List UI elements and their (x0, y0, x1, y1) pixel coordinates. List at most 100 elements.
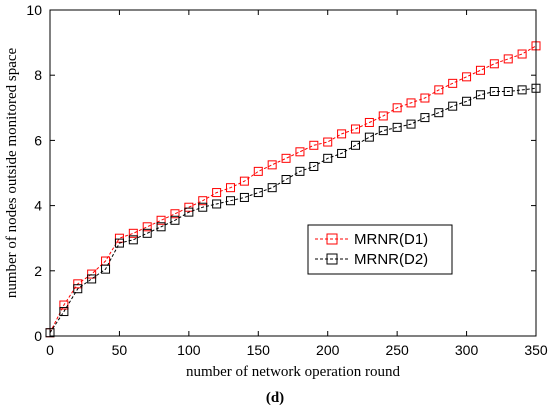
data-point (420, 93, 430, 103)
data-point (198, 196, 208, 206)
y-tick-label: 10 (26, 2, 42, 18)
data-point (212, 199, 222, 209)
caption-open-paren: ( (266, 390, 271, 406)
y-tick-label: 2 (34, 263, 42, 279)
series-line (49, 87, 537, 333)
data-point (295, 166, 305, 176)
series-1 (45, 41, 541, 338)
data-point (184, 202, 194, 212)
data-point (448, 78, 458, 88)
data-point (323, 153, 333, 163)
legend-label-d1: MRNR(D1) (354, 231, 428, 248)
y-tick-label: 0 (34, 328, 42, 344)
legend-marker-d1 (326, 233, 338, 245)
x-tick-label: 150 (247, 342, 271, 358)
data-point (73, 279, 83, 289)
x-tick-label: 300 (455, 342, 479, 358)
data-point (489, 59, 499, 69)
x-tick-label: 250 (385, 342, 409, 358)
data-point (87, 269, 97, 279)
x-tick-label: 200 (316, 342, 340, 358)
caption-close-paren: ) (279, 390, 284, 406)
series-2 (45, 83, 541, 338)
data-point (434, 108, 444, 118)
ticks-layer: 0 50 100 150 200 250 300 350 0 2 4 6 8 10 (26, 2, 547, 358)
data-point (281, 175, 291, 185)
data-point (226, 196, 236, 206)
data-point (462, 72, 472, 82)
x-tick-label: 350 (524, 342, 548, 358)
data-point (253, 166, 263, 176)
data-point (128, 235, 138, 245)
data-point (489, 87, 499, 96)
data-point (101, 264, 111, 274)
data-point (475, 65, 485, 75)
data-point (309, 140, 319, 150)
data-point (337, 148, 347, 158)
data-point (281, 153, 291, 163)
data-point (212, 188, 222, 198)
data-point (128, 228, 138, 238)
data-point (392, 122, 402, 132)
data-point (156, 222, 166, 232)
data-point (503, 87, 513, 96)
data-point (156, 215, 166, 225)
data-point (142, 222, 152, 232)
legend-marker-d2 (326, 253, 338, 265)
legend-label-d2: MRNR(D2) (354, 251, 428, 268)
data-point (406, 98, 416, 108)
data-point (364, 117, 374, 127)
data-point (475, 90, 485, 100)
data-point (253, 188, 263, 198)
y-tick-label: 4 (34, 198, 42, 214)
data-point (184, 207, 194, 217)
data-point (517, 85, 527, 95)
data-point (517, 49, 527, 59)
data-point (448, 101, 458, 111)
data-point (420, 113, 430, 123)
data-point (337, 129, 347, 139)
data-point (239, 192, 249, 202)
x-tick-label: 100 (177, 342, 201, 358)
data-point (392, 103, 402, 113)
data-point (59, 307, 69, 317)
legend-box (307, 224, 453, 275)
series-line (49, 45, 537, 333)
data-point (170, 215, 180, 225)
data-point (198, 202, 208, 212)
data-point (267, 160, 277, 170)
series-layer (45, 41, 541, 338)
y-tick-label: 8 (34, 67, 42, 83)
caption-letter: d (271, 390, 280, 406)
plot-frame (49, 9, 537, 337)
y-axis-label: number of nodes outside monitored space (4, 47, 20, 298)
data-point (142, 228, 152, 238)
data-point (323, 137, 333, 147)
data-point (73, 284, 83, 294)
data-point (295, 147, 305, 157)
data-point (114, 238, 124, 248)
data-point (226, 183, 236, 193)
data-point (350, 140, 360, 150)
data-point (434, 85, 444, 95)
data-point (378, 111, 388, 121)
data-point (378, 126, 388, 136)
figure-caption: (d) (266, 390, 284, 406)
data-point (114, 233, 124, 243)
data-point (406, 119, 416, 129)
data-point (87, 274, 97, 284)
legend: MRNR(D1) MRNR(D2) (307, 224, 453, 275)
data-point (239, 176, 249, 186)
data-point (503, 54, 513, 64)
data-point (170, 209, 180, 219)
data-point (267, 183, 277, 193)
x-tick-label: 50 (112, 342, 128, 358)
y-tick-label: 6 (34, 132, 42, 148)
x-axis-label: number of network operation round (186, 364, 401, 380)
data-point (350, 124, 360, 134)
x-tick-label: 0 (46, 342, 54, 358)
data-point (462, 96, 472, 106)
data-point (364, 132, 374, 142)
data-point (309, 161, 319, 171)
